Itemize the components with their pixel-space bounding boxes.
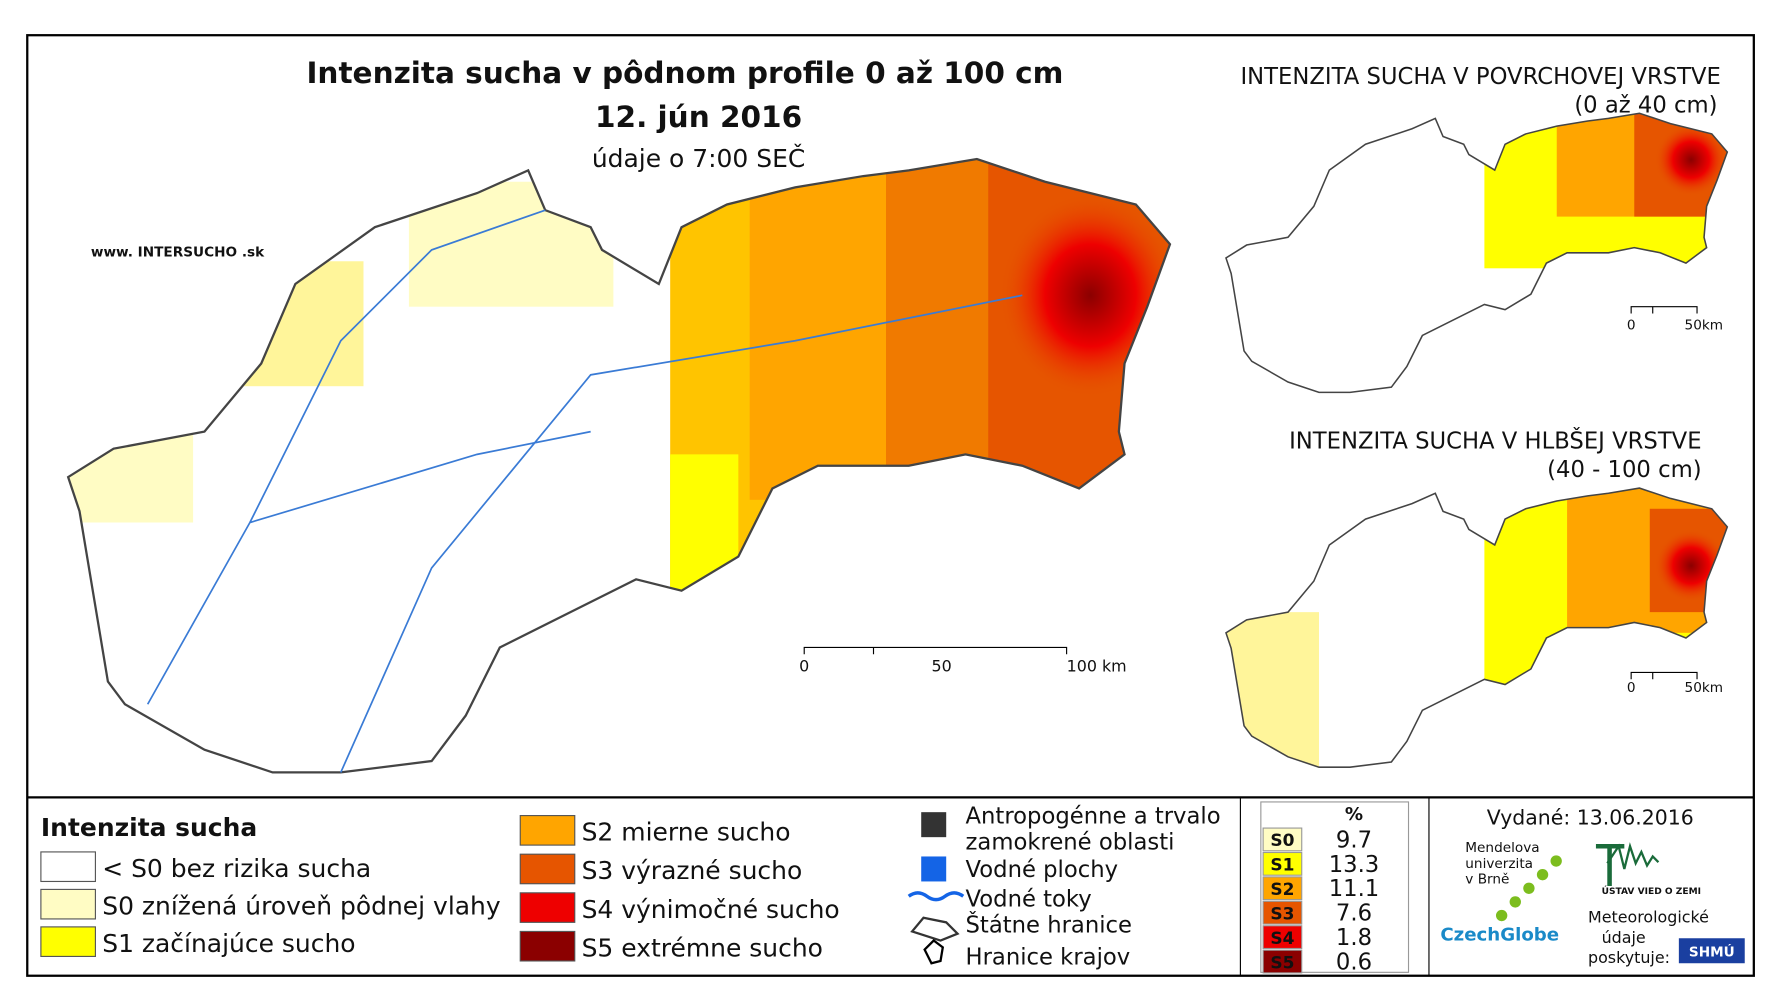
legend-swatch <box>519 930 576 962</box>
scale-label: 100 km <box>1067 656 1127 675</box>
table-swatch <box>1262 925 1303 950</box>
inset-subtitle: (0 až 40 cm) <box>1574 92 1717 118</box>
inset-title: INTENZITA SUCHA V HLBŠEJ VRSTVE <box>1289 427 1701 455</box>
feature-legend: Antropogénne a trvalo zamokrené oblasti … <box>907 804 1221 970</box>
scale-label: 0 <box>799 656 809 675</box>
feature-label: Antropogénne a trvalo <box>966 804 1221 830</box>
table-value: 9.7 <box>1336 827 1372 853</box>
logo-text: údaje <box>1602 928 1646 947</box>
issued: Vydané: 13.06.2016 <box>1487 806 1694 830</box>
table-swatch <box>1262 827 1303 852</box>
legend-swatch <box>40 851 96 883</box>
feature-label: Štátne hranice <box>966 911 1132 939</box>
scale-bar: 0 50 100 km <box>799 646 1127 675</box>
legend-label: S2 mierne sucho <box>582 818 791 847</box>
title: Intenzita sucha v pôdnom profile 0 až 10… <box>306 56 1063 90</box>
legend-label: S1 začínajúce sucho <box>102 929 355 958</box>
logo-text: v Brně <box>1465 872 1509 888</box>
table-header: % <box>1345 804 1363 825</box>
legend-label: S5 extrémne sucho <box>582 933 823 962</box>
legend-swatch <box>40 926 96 957</box>
table-class: S0 <box>1270 831 1294 851</box>
logo-text: poskytuje: <box>1588 948 1670 967</box>
table-class: S3 <box>1270 905 1294 925</box>
logo-text: ÚSTAV VIED O ZEMI <box>1602 885 1701 897</box>
date: 12. jún 2016 <box>595 100 802 134</box>
table-value: 1.8 <box>1336 925 1372 951</box>
scale-label: 50km <box>1685 317 1724 333</box>
legend-swatch <box>40 888 96 920</box>
legend-label: S4 výnimočné sucho <box>582 895 840 924</box>
inset-subtitle: (40 - 100 cm) <box>1547 457 1701 483</box>
table-value: 13.3 <box>1329 852 1380 878</box>
table-value: 11.1 <box>1329 876 1380 902</box>
frame <box>26 34 1755 977</box>
table-class: S4 <box>1270 929 1294 949</box>
feature-label: Hranice krajov <box>966 944 1131 970</box>
legend-swatch <box>519 892 576 923</box>
inset-title: INTENZITA SUCHA V POVRCHOVEJ VRSTVE <box>1240 64 1720 90</box>
scale-label: 0 <box>1627 680 1636 696</box>
table-swatch <box>1262 851 1303 876</box>
legend-title: Intenzita sucha <box>41 813 257 842</box>
table-class: S1 <box>1270 856 1294 876</box>
note: údaje o 7:00 SEČ <box>592 143 806 173</box>
inset-map <box>1225 112 1729 394</box>
logo-text: univerzita <box>1465 856 1533 872</box>
table-class: S2 <box>1270 880 1294 900</box>
scale-label: 50km <box>1685 680 1724 696</box>
logo-text: SHMÚ <box>1689 942 1735 960</box>
table-class: S5 <box>1270 953 1294 973</box>
logo-text: Meteorologické <box>1588 907 1709 926</box>
legend-swatch <box>519 853 576 885</box>
table-value: 0.6 <box>1336 949 1372 975</box>
percent-table: % S0 9.7 S1 13.3 S2 11.1 S3 7.6 S4 1.8 S5 0.6 <box>1260 801 1410 975</box>
legend-label: < S0 bez rizika sucha <box>102 854 371 883</box>
footer: Vydané: 13.06.2016 Mendelova univerzita … <box>1440 806 1745 967</box>
feature-label: Vodné toky <box>966 886 1092 912</box>
feature-label: Vodné plochy <box>966 857 1119 883</box>
inset-map <box>1225 487 1729 768</box>
table-value: 7.6 <box>1336 901 1372 927</box>
legend: < S0 bez rizika sucha S0 znížená úroveň p… <box>40 815 840 962</box>
table-swatch <box>1262 876 1303 901</box>
logo-text: CzechGlobe <box>1440 925 1559 946</box>
legend-label: S3 výrazné sucho <box>582 856 803 885</box>
scale-label: 0 <box>1627 317 1636 333</box>
legend-swatch <box>519 815 576 846</box>
scale-label: 50 <box>932 656 952 675</box>
table-swatch <box>1262 949 1303 974</box>
table-swatch <box>1262 900 1303 925</box>
legend-label: S0 znížená úroveň pôdnej vlahy <box>102 891 501 920</box>
logo-text: Mendelova <box>1465 840 1539 856</box>
website: www. INTERSUCHO .sk <box>91 245 265 261</box>
feature-label: zamokrené oblasti <box>966 830 1175 856</box>
